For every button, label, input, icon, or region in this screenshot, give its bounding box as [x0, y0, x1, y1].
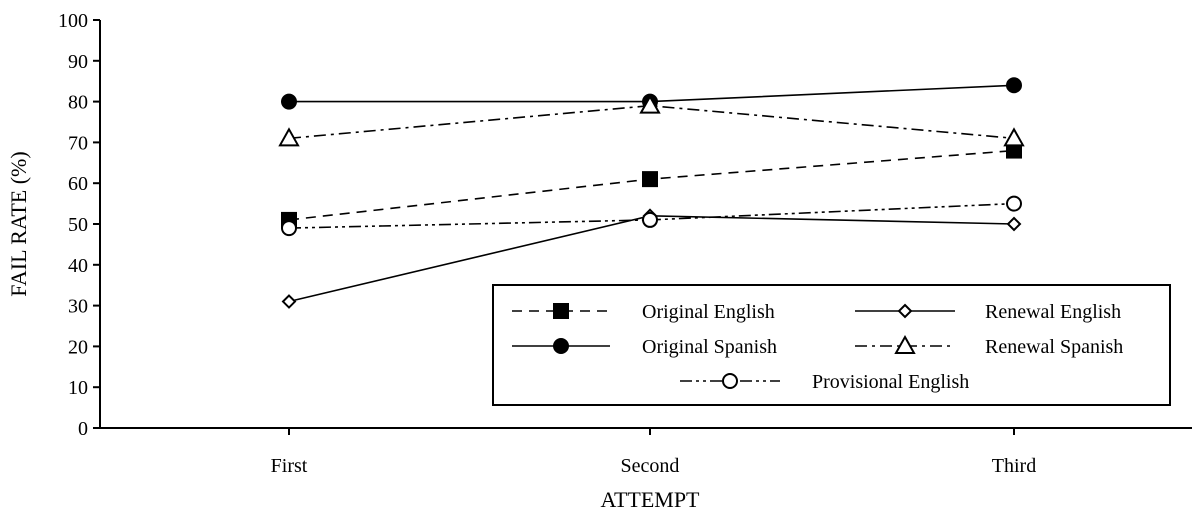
x-axis-title: ATTEMPT [601, 487, 701, 512]
y-axis: 0 10 20 30 40 50 60 70 80 90 100 [58, 10, 101, 440]
y-tick-label: 20 [68, 336, 88, 358]
y-tick-label: 70 [68, 132, 88, 154]
legend: Original English Renewal English Original … [492, 284, 1171, 406]
marker-circle-open [281, 220, 297, 237]
marker-circle-open [642, 211, 658, 228]
marker-circle-open [1006, 195, 1022, 212]
legend-label: Original Spanish [642, 336, 777, 358]
marker-diamond [281, 294, 297, 309]
legend-item-original-spanish: Original Spanish [512, 336, 777, 358]
y-tick-label: 0 [78, 418, 88, 440]
legend-item-renewal-spanish: Renewal Spanish [855, 334, 1123, 358]
legend-item-renewal-english: Renewal English [855, 301, 1121, 323]
y-tick-label: 40 [68, 255, 88, 277]
marker-triangle [1003, 127, 1025, 147]
series-layer [278, 77, 1025, 309]
y-tick-label: 10 [68, 377, 88, 399]
series-provisional-english [281, 195, 1022, 237]
marker-triangle [278, 127, 300, 147]
legend-label: Renewal Spanish [985, 336, 1123, 358]
y-tick-label: 50 [68, 214, 88, 236]
y-tick-label: 90 [68, 51, 88, 73]
y-tick-label: 60 [68, 173, 88, 195]
y-tick-label: 100 [58, 10, 88, 32]
marker-triangle [639, 94, 661, 114]
marker-diamond [1006, 216, 1022, 232]
y-axis-title: FAIL RATE (%) [6, 151, 31, 296]
y-tick-label: 30 [68, 296, 88, 318]
marker-circle-filled [281, 93, 297, 110]
legend-box [492, 284, 1171, 406]
marker-circle-filled [553, 338, 569, 354]
legend-item-original-english: Original English [512, 301, 775, 323]
legend-item-provisional-english: Provisional English [680, 371, 969, 393]
series-line [288, 104, 1015, 140]
marker-circle-filled [1006, 77, 1022, 94]
marker-square [553, 303, 569, 319]
x-tick-label: Second [621, 455, 680, 477]
legend-label: Renewal English [985, 301, 1121, 323]
marker-circle-open [722, 373, 738, 389]
marker-square [642, 171, 658, 188]
legend-label: Original English [642, 301, 775, 323]
legend-label: Provisional English [812, 371, 969, 393]
x-tick-label: First [271, 455, 308, 477]
x-axis: First Second Third [100, 427, 1192, 477]
y-tick-label: 80 [68, 92, 88, 114]
marker-triangle [894, 334, 916, 354]
marker-diamond [897, 303, 913, 319]
x-tick-label: Third [992, 455, 1036, 477]
series-renewal-spanish [278, 94, 1025, 147]
